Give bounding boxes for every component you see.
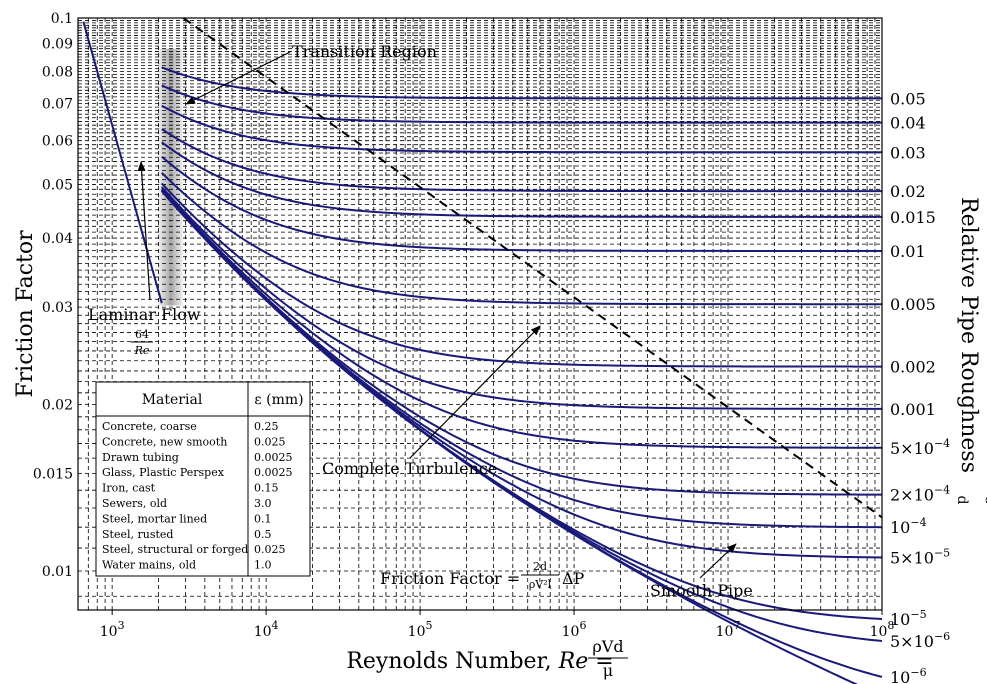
x-tick-label: 105: [408, 619, 433, 640]
table-cell-material: Sewers, old: [102, 497, 167, 510]
roughness-label: 0.01: [890, 242, 926, 261]
y-tick-label: 0.02: [42, 398, 73, 414]
table-cell-epsilon: 0.1: [254, 512, 272, 525]
roughness-label: 0.04: [890, 114, 926, 133]
roughness-curve: [161, 66, 882, 100]
table-cell-epsilon: 0.025: [254, 543, 286, 556]
x-tick-label: 107: [716, 619, 741, 640]
transition-arrow: [185, 51, 291, 105]
roughness-curve: [161, 172, 883, 306]
table-cell-epsilon: 3.0: [254, 497, 272, 510]
friction-factor-equation: Friction Factor =: [380, 569, 520, 588]
x-tick-label: 103: [100, 619, 125, 640]
table-cell-epsilon: 0.25: [254, 420, 279, 433]
x-tick-label: 104: [254, 619, 279, 640]
y2-axis-symbol-den: d: [954, 496, 970, 505]
table-cell-material: Glass, Plastic Perspex: [102, 466, 225, 479]
table-cell-material: Steel, mortar lined: [102, 512, 207, 525]
table-cell-epsilon: 0.5: [254, 528, 272, 541]
table-header-epsilon: ε (mm): [254, 392, 303, 408]
roughness-label: 0.005: [890, 295, 936, 314]
material-table-box: [95, 381, 311, 577]
roughness-label: 10−5: [890, 608, 927, 629]
y-tick-label: 0.06: [42, 134, 73, 150]
roughness-label: 10−4: [890, 516, 927, 537]
table-cell-material: Steel, rusted: [102, 528, 173, 541]
table-cell-material: Iron, cast: [102, 482, 156, 495]
y-tick-label: 0.05: [42, 177, 73, 193]
x-tick-label: 108: [870, 619, 895, 640]
smooth-pipe-label: Smooth Pipe: [650, 581, 753, 600]
roughness-label: 0.05: [890, 89, 926, 108]
y-tick-label: 0.04: [42, 231, 73, 247]
table-cell-epsilon: 0.15: [254, 482, 279, 495]
turbulence-arrow: [409, 325, 541, 459]
y-tick-label: 0.01: [42, 564, 73, 580]
y-tick-label: 0.03: [42, 300, 73, 316]
roughness-curve: [161, 190, 858, 684]
y-tick-label: 0.08: [42, 65, 73, 81]
friction-fraction-num: 2d: [533, 560, 547, 573]
x-axis-title: Reynolds Number, Re =: [346, 649, 613, 674]
table-cell-material: Water mains, old: [102, 559, 196, 572]
x-axis-fraction-num: ρVd: [592, 637, 623, 656]
y-axis-title: Friction Factor: [13, 230, 38, 398]
roughness-curve: [161, 84, 882, 124]
roughness-label: 2×10−4: [890, 484, 950, 505]
complete-turbulence-line: [182, 17, 883, 519]
laminar-arrow: [137, 161, 151, 301]
roughness-curve: [161, 186, 882, 410]
roughness-label: 5×10−4: [890, 437, 950, 458]
roughness-curve: [161, 156, 882, 252]
roughness-label: 5×10−5: [890, 546, 950, 567]
plot-frame: [77, 17, 883, 611]
y-tick-label: 0.09: [42, 36, 73, 52]
laminar-flow-label: Laminar Flow: [88, 305, 201, 324]
complete-turbulence-label: Complete Turbulence: [322, 459, 497, 478]
friction-suffix: ΔP: [562, 569, 585, 588]
table-cell-epsilon: 0.0025: [254, 466, 293, 479]
roughness-label: 5×10−6: [890, 630, 950, 651]
table-cell-epsilon: 0.025: [254, 435, 286, 448]
roughness-curve: [161, 104, 882, 154]
roughness-curve: [161, 188, 882, 449]
table-cell-epsilon: 1.0: [254, 559, 272, 572]
roughness-label: 0.001: [890, 400, 936, 419]
roughness-curve: [161, 182, 883, 368]
table-cell-material: Steel, structural or forged: [102, 543, 248, 556]
roughness-label: 0.03: [890, 143, 926, 162]
y-tick-label: 0.1: [51, 11, 73, 27]
roughness-curve: [161, 128, 882, 193]
roughness-curve: [161, 141, 882, 218]
laminar-fraction-num: 64: [135, 328, 149, 341]
roughness-label: 0.015: [890, 208, 936, 227]
roughness-curve: [161, 189, 883, 496]
x-axis-fraction-den: μ: [603, 661, 613, 680]
y2-axis-title: Relative Pipe Roughness: [956, 197, 981, 473]
table-cell-epsilon: 0.0025: [254, 451, 293, 464]
roughness-label: 0.02: [890, 182, 926, 201]
y2-axis-symbol-num: ε: [982, 496, 987, 503]
table-cell-material: Concrete, new smooth: [102, 435, 227, 448]
laminar-line: [82, 21, 163, 304]
x-tick-label: 106: [562, 619, 587, 640]
friction-fraction-den: ρV²l: [529, 578, 552, 591]
roughness-label: 10−6: [890, 666, 927, 684]
table-header-material: Material: [142, 392, 203, 408]
y-tick-label: 0.015: [33, 467, 73, 483]
table-cell-material: Drawn tubing: [102, 451, 179, 464]
transition-region-label: Transition Region: [292, 42, 437, 61]
table-cell-material: Concrete, coarse: [102, 420, 197, 433]
laminar-fraction-den: Re: [134, 344, 150, 357]
smooth-pipe-arrow: [699, 543, 737, 579]
roughness-label: 0.002: [890, 358, 936, 377]
y-tick-label: 0.07: [42, 97, 73, 113]
